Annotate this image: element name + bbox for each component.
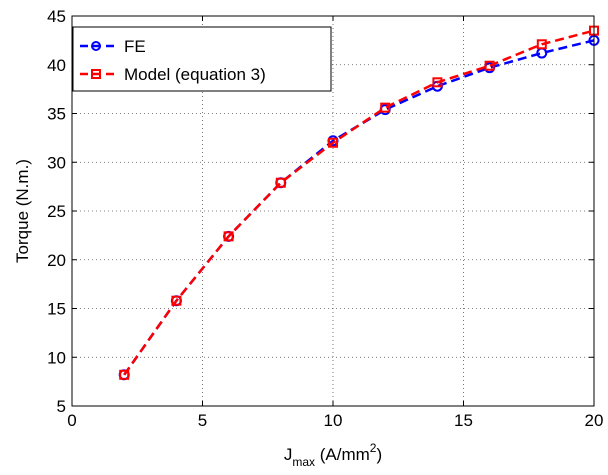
series-line-model bbox=[123, 29, 595, 376]
x-tick-label: 10 bbox=[324, 411, 343, 430]
legend-model-marker bbox=[91, 69, 101, 79]
y-tick-label: 40 bbox=[47, 56, 66, 75]
data-point-model bbox=[275, 177, 286, 188]
x-axis-label-close: ) bbox=[376, 445, 382, 464]
y-tick-label: 20 bbox=[47, 251, 66, 270]
series-layer bbox=[118, 25, 600, 381]
x-tick-label: 20 bbox=[585, 411, 604, 430]
legend-model-label: Model (equation 3) bbox=[124, 65, 266, 84]
x-tick-label: 15 bbox=[454, 411, 473, 430]
y-tick-label: 25 bbox=[47, 202, 66, 221]
y-tick-label: 35 bbox=[47, 105, 66, 124]
x-axis-label-main: J bbox=[284, 445, 293, 464]
legend-fe-marker bbox=[91, 41, 101, 51]
data-point-model bbox=[536, 39, 547, 50]
data-point-model bbox=[171, 295, 182, 306]
x-axis-label-superscript: 2 bbox=[370, 441, 377, 455]
y-tick-label: 15 bbox=[47, 300, 66, 319]
legend-fe-label: FE bbox=[124, 37, 146, 56]
data-point-model bbox=[119, 369, 130, 380]
data-point-model bbox=[380, 102, 391, 113]
y-axis-label: Torque (N.m.) bbox=[13, 159, 32, 263]
data-point-model bbox=[432, 77, 443, 88]
x-tick-label: 0 bbox=[67, 411, 76, 430]
grid-lines bbox=[72, 16, 594, 406]
y-tick-label: 10 bbox=[47, 348, 66, 367]
x-axis-label-units: (A/mm bbox=[315, 445, 370, 464]
x-axis-label-subscript: max bbox=[292, 455, 315, 469]
series-model bbox=[119, 25, 599, 380]
x-tick-label: 5 bbox=[198, 411, 207, 430]
data-point-model bbox=[223, 231, 234, 242]
data-point-model bbox=[484, 60, 495, 71]
y-tick-label: 30 bbox=[47, 153, 66, 172]
y-tick-label: 45 bbox=[47, 7, 66, 26]
legend-box bbox=[72, 26, 332, 92]
data-point-model bbox=[328, 137, 338, 148]
x-axis-label: Jmax (A/mm2) bbox=[284, 441, 382, 469]
y-tick-label: 5 bbox=[57, 397, 66, 416]
legend: FE Model (equation 3) bbox=[72, 26, 332, 92]
